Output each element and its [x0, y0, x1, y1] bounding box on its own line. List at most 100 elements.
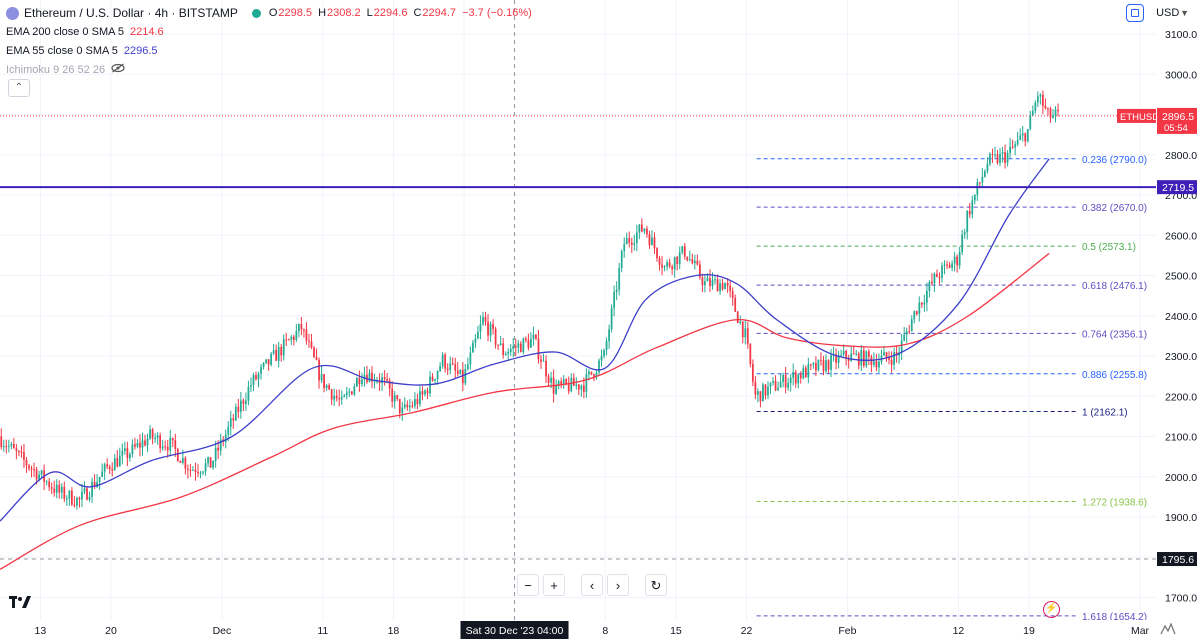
- candle-body: [978, 182, 981, 184]
- candle-body: [958, 252, 961, 266]
- candle-body: [716, 279, 719, 292]
- candle-body: [234, 406, 237, 421]
- candle-body: [1029, 115, 1032, 130]
- candle-body: [562, 379, 565, 385]
- candle-body: [789, 377, 792, 384]
- candle-body: [890, 359, 893, 365]
- candle-body: [270, 353, 273, 365]
- candle-body: [320, 374, 323, 381]
- settings-icon[interactable]: [1160, 622, 1176, 637]
- candle-body: [804, 367, 807, 378]
- candle-body: [103, 464, 106, 472]
- collapse-icon[interactable]: ⌃: [8, 79, 30, 97]
- candle-body: [303, 329, 305, 331]
- candle-body: [282, 339, 285, 356]
- candle-body: [98, 476, 101, 482]
- symbol-title[interactable]: Ethereum / U.S. Dollar · 4h · BITSTAMP: [24, 6, 238, 20]
- candle-body: [350, 391, 353, 395]
- candle-body: [280, 346, 283, 356]
- scroll-right-icon[interactable]: ›: [607, 574, 629, 596]
- candle-body: [149, 429, 151, 439]
- price-tick-label: 3100.0: [1165, 29, 1197, 41]
- candle-body: [936, 273, 938, 277]
- candle-body: [2, 446, 5, 448]
- candle-body: [661, 264, 663, 268]
- candle-body: [325, 385, 328, 389]
- candle-body: [991, 154, 994, 156]
- tradingview-logo-icon[interactable]: [9, 595, 31, 614]
- candle-body: [648, 234, 651, 246]
- candle-body: [169, 437, 172, 451]
- candle-body: [106, 464, 109, 467]
- candle-body: [731, 290, 734, 298]
- candle-body: [355, 377, 358, 387]
- candle-body: [825, 360, 827, 372]
- candle-body: [300, 323, 303, 330]
- candle-body: [219, 439, 222, 451]
- candle-body: [605, 341, 608, 351]
- candle-body: [275, 350, 278, 361]
- candle-body: [414, 399, 416, 407]
- candle-body: [292, 336, 295, 340]
- candle-body: [557, 381, 560, 386]
- candle-body: [424, 390, 426, 395]
- zoom-in-icon[interactable]: +: [543, 574, 565, 596]
- candle-body: [492, 324, 494, 329]
- candle-body: [161, 446, 164, 449]
- candle-body: [915, 311, 918, 315]
- ema200-label[interactable]: EMA 200 close 0 SMA 5: [6, 26, 125, 38]
- candle-body: [966, 211, 969, 233]
- candle-body: [10, 443, 13, 446]
- candle-body: [111, 469, 114, 471]
- candle-body: [767, 386, 769, 396]
- candle-body: [633, 243, 636, 245]
- candle-body: [255, 375, 257, 380]
- reset-icon[interactable]: ↻: [645, 574, 667, 596]
- candle-body: [565, 379, 568, 384]
- candle-body: [625, 238, 628, 245]
- zoom-out-icon[interactable]: −: [517, 574, 539, 596]
- hide-eye-icon[interactable]: [111, 61, 125, 80]
- candle-body: [595, 372, 598, 377]
- candle-body: [159, 435, 162, 449]
- ema55-label[interactable]: EMA 55 close 0 SMA 5: [6, 45, 118, 57]
- time-tick-label: 19: [1023, 625, 1035, 637]
- candle-body: [734, 297, 737, 312]
- candle-body: [860, 350, 863, 366]
- candle-body: [239, 400, 242, 412]
- candle-body: [918, 302, 921, 315]
- candle-body: [913, 311, 916, 320]
- candle-body: [746, 328, 749, 344]
- candle-body: [252, 375, 255, 386]
- candle-body: [948, 264, 951, 268]
- chevron-down-icon[interactable]: ▼: [1180, 8, 1189, 18]
- candle-body: [873, 361, 875, 365]
- candle-body: [262, 363, 265, 367]
- candle-body: [820, 359, 822, 361]
- candle-body: [323, 374, 325, 389]
- candle-body: [444, 354, 447, 369]
- candle-body: [489, 324, 492, 336]
- candle-body: [176, 448, 179, 462]
- candle-body: [265, 359, 267, 364]
- candle-body: [1011, 146, 1014, 148]
- candle-body: [850, 353, 853, 361]
- ichimoku-label[interactable]: Ichimoku 9 26 52 26: [6, 64, 106, 76]
- ohlc-open-value: 2298.5: [278, 7, 313, 19]
- candle-body: [976, 182, 979, 195]
- candle-body: [93, 481, 96, 488]
- candle-body: [378, 381, 381, 384]
- currency-selector[interactable]: USD: [1156, 7, 1180, 19]
- candle-body: [272, 350, 275, 354]
- candle-body: [842, 350, 845, 355]
- lightning-icon[interactable]: ⚡: [1043, 601, 1060, 618]
- compare-button[interactable]: [1126, 4, 1145, 22]
- candle-body: [507, 352, 510, 354]
- candle-body: [504, 353, 507, 356]
- candle-body: [154, 438, 156, 440]
- scroll-left-icon[interactable]: ‹: [581, 574, 603, 596]
- ethusd-tag-label: ETHUSD: [1120, 112, 1159, 123]
- crosshair-time-tag: [460, 621, 569, 639]
- candle-body: [895, 352, 898, 356]
